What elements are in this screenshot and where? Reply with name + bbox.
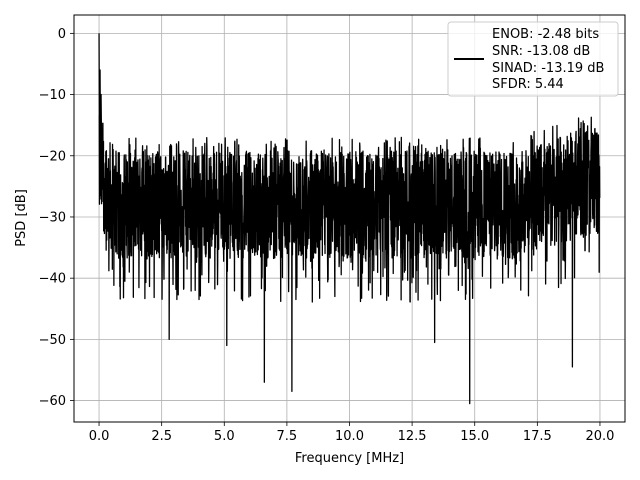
psd-series xyxy=(98,33,601,405)
legend-snr: SNR: -13.08 dB xyxy=(492,44,590,59)
x-tick-label: 2.5 xyxy=(151,429,172,444)
x-tick-label: 10.0 xyxy=(335,429,364,444)
x-axis-label: Frequency [MHz] xyxy=(295,451,404,466)
psd-line xyxy=(98,33,601,405)
x-axis-ticks: 0.0 2.5 5.0 7.5 10.0 12.5 15.0 17.5 20.0 xyxy=(89,422,614,444)
y-tick-label: −50 xyxy=(39,333,66,348)
x-tick-label: 17.5 xyxy=(523,429,552,444)
y-axis-label: PSD [dB] xyxy=(14,189,29,247)
y-tick-label: −20 xyxy=(39,149,66,164)
legend-sinad: SINAD: -13.19 dB xyxy=(492,61,604,76)
x-tick-label: 12.5 xyxy=(398,429,427,444)
x-tick-label: 20.0 xyxy=(585,429,614,444)
y-tick-label: −40 xyxy=(39,272,66,287)
x-tick-label: 15.0 xyxy=(460,429,489,444)
y-tick-label: 0 xyxy=(58,27,66,42)
x-tick-label: 0.0 xyxy=(89,429,110,444)
legend-enob: ENOB: -2.48 bits xyxy=(492,27,599,42)
y-tick-label: −30 xyxy=(39,210,66,225)
legend-sfdr: SFDR: 5.44 xyxy=(492,77,564,92)
y-axis-ticks: 0 −10 −20 −30 −40 −50 −60 xyxy=(39,27,74,409)
legend-box xyxy=(447,21,619,97)
y-tick-label: −10 xyxy=(39,88,66,103)
x-tick-label: 7.5 xyxy=(277,429,298,444)
x-tick-label: 5.0 xyxy=(214,429,235,444)
legend: ENOB: -2.48 bits SNR: -13.08 dB SINAD: -… xyxy=(447,21,619,97)
y-tick-label: −60 xyxy=(39,394,66,409)
